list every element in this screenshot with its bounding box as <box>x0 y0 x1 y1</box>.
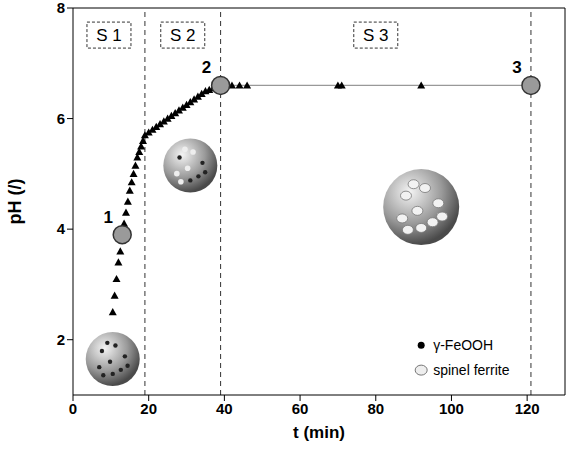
svg-text:40: 40 <box>216 400 233 417</box>
svg-text:20: 20 <box>140 400 157 417</box>
svg-text:120: 120 <box>515 400 540 417</box>
svg-text:80: 80 <box>367 400 384 417</box>
svg-text:S 3: S 3 <box>363 26 389 45</box>
svg-text:4: 4 <box>57 220 66 237</box>
svg-text:8: 8 <box>57 0 65 16</box>
svg-text:S 1: S 1 <box>96 26 122 45</box>
svg-text:3: 3 <box>512 58 521 77</box>
svg-text:γ-FeOOH: γ-FeOOH <box>433 337 493 353</box>
svg-text:100: 100 <box>439 400 464 417</box>
svg-text:S 2: S 2 <box>170 26 196 45</box>
svg-text:t (min): t (min) <box>293 423 345 442</box>
svg-text:2: 2 <box>202 58 211 77</box>
svg-text:1: 1 <box>103 208 112 227</box>
svg-text:6: 6 <box>57 110 65 127</box>
svg-text:spinel ferrite: spinel ferrite <box>433 362 509 378</box>
svg-text:60: 60 <box>292 400 309 417</box>
svg-text:2: 2 <box>57 331 65 348</box>
svg-text:0: 0 <box>69 400 77 417</box>
svg-text:pH (/): pH (/) <box>5 179 25 225</box>
